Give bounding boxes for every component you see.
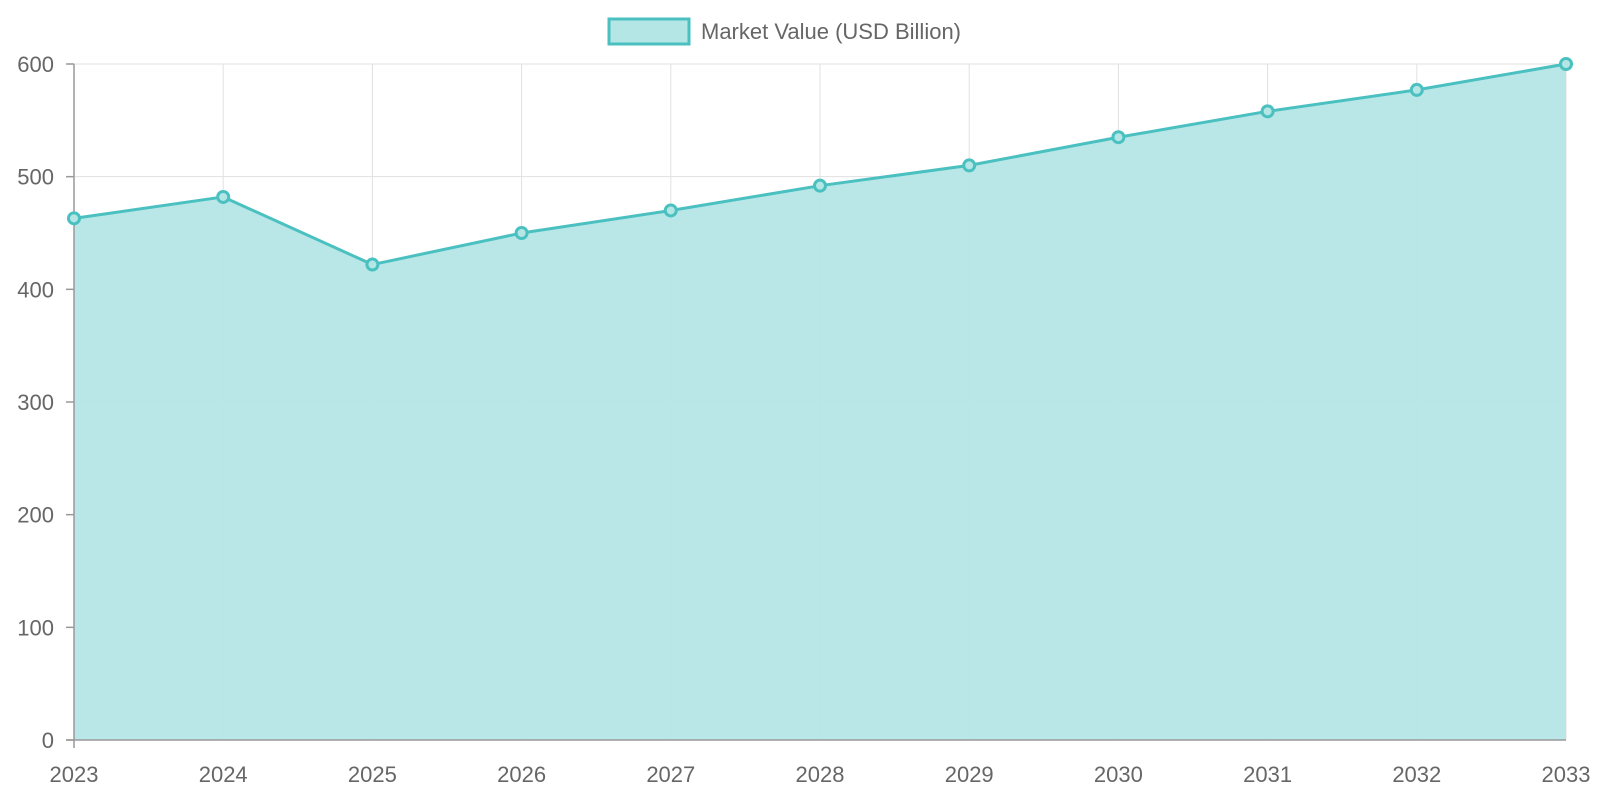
y-axis-ticks: 0 100 200 300 400 500 600	[17, 52, 74, 753]
data-point[interactable]	[365, 257, 380, 272]
x-tick-label: 2030	[1094, 762, 1143, 787]
data-point[interactable]	[1111, 130, 1126, 145]
y-tick-label: 600	[17, 52, 54, 77]
legend-swatch	[607, 17, 691, 46]
data-point[interactable]	[1559, 57, 1573, 71]
x-tick-label: 2028	[796, 762, 845, 787]
axes	[66, 64, 1566, 748]
x-axis-ticks: 2023 2024 2025 2026 2027 2028 2029 2030 2031 2032…	[50, 762, 1591, 787]
x-tick-label: 2031	[1243, 762, 1292, 787]
data-point[interactable]	[67, 211, 81, 226]
x-tick-label: 2025	[348, 762, 397, 787]
x-tick-label: 2029	[945, 762, 994, 787]
x-tick-label: 2027	[646, 762, 695, 787]
data-point[interactable]	[1260, 104, 1275, 119]
data-point[interactable]	[663, 203, 678, 218]
series-area	[74, 64, 1566, 740]
y-tick-label: 200	[17, 503, 54, 528]
y-tick-label: 400	[17, 277, 54, 302]
data-point[interactable]	[514, 226, 529, 240]
data-point[interactable]	[216, 189, 231, 204]
legend-label: Market Value (USD Billion)	[701, 19, 961, 44]
y-tick-label: 300	[17, 390, 54, 415]
data-point[interactable]	[962, 158, 977, 173]
x-tick-label: 2024	[199, 762, 248, 787]
data-points[interactable]	[67, 57, 1573, 272]
x-tick-label: 2033	[1542, 762, 1591, 787]
legend[interactable]: Market Value (USD Billion)	[607, 17, 961, 46]
data-point[interactable]	[813, 178, 827, 193]
x-tick-label: 2032	[1392, 762, 1441, 787]
y-tick-label: 500	[17, 165, 54, 190]
y-tick-label: 100	[17, 615, 54, 640]
series-area-fill	[74, 64, 1566, 740]
x-tick-label: 2023	[50, 762, 99, 787]
y-tick-label: 0	[42, 728, 54, 753]
data-point[interactable]	[1409, 82, 1424, 97]
x-tick-label: 2026	[497, 762, 546, 787]
